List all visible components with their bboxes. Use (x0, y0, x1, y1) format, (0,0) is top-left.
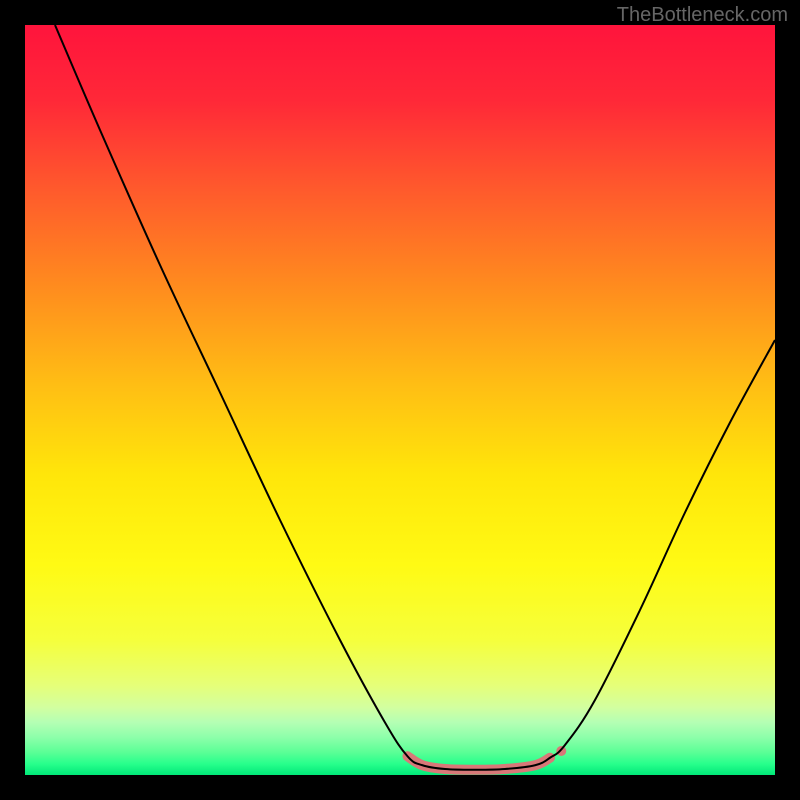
chart-curve-layer (25, 25, 775, 775)
chart-plot-area (25, 25, 775, 775)
curve-minimum-end-dot (556, 746, 566, 756)
watermark-text: TheBottleneck.com (617, 4, 788, 27)
bottleneck-curve (55, 25, 775, 770)
